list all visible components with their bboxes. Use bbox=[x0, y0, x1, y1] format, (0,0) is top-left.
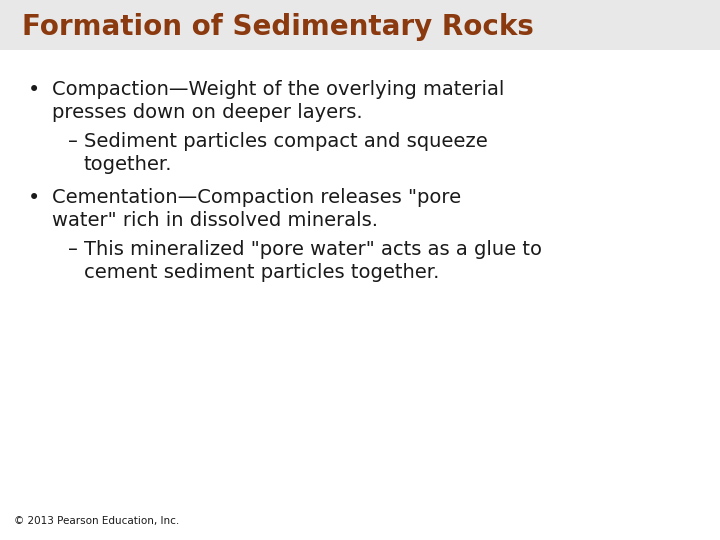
Text: –: – bbox=[68, 132, 78, 151]
Text: This mineralized "pore water" acts as a glue to: This mineralized "pore water" acts as a … bbox=[84, 240, 542, 259]
Bar bbox=[0, 0, 720, 50]
Text: Sediment particles compact and squeeze: Sediment particles compact and squeeze bbox=[84, 132, 487, 151]
Text: Compaction—Weight of the overlying material: Compaction—Weight of the overlying mater… bbox=[52, 80, 505, 99]
Text: •: • bbox=[28, 188, 40, 208]
Text: together.: together. bbox=[84, 155, 173, 174]
Text: •: • bbox=[28, 80, 40, 100]
Text: water" rich in dissolved minerals.: water" rich in dissolved minerals. bbox=[52, 211, 378, 230]
Text: cement sediment particles together.: cement sediment particles together. bbox=[84, 263, 439, 282]
Text: presses down on deeper layers.: presses down on deeper layers. bbox=[52, 103, 363, 122]
Text: © 2013 Pearson Education, Inc.: © 2013 Pearson Education, Inc. bbox=[14, 516, 179, 526]
Text: Cementation—Compaction releases "pore: Cementation—Compaction releases "pore bbox=[52, 188, 461, 207]
Text: –: – bbox=[68, 240, 78, 259]
Text: Formation of Sedimentary Rocks: Formation of Sedimentary Rocks bbox=[22, 13, 534, 41]
